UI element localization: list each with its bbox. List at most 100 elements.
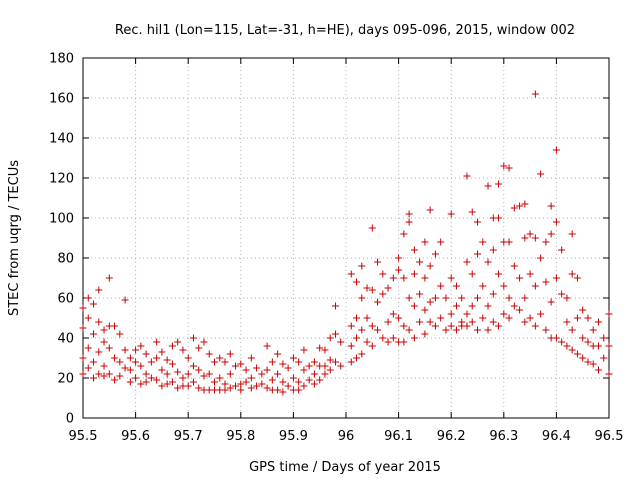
data-point [531,90,539,98]
data-point [84,344,92,352]
data-point [90,330,98,338]
data-point [542,278,550,286]
data-point [168,360,176,368]
data-point [242,366,250,374]
data-point [452,282,460,290]
data-point [495,180,503,188]
data-point [495,322,503,330]
data-point [605,370,613,378]
data-point [158,366,166,374]
data-point [474,326,481,334]
data-point [90,300,98,308]
data-point [237,380,245,388]
data-point [431,294,439,302]
data-point [489,318,497,326]
data-point [463,310,471,318]
data-point [353,278,361,286]
data-point [484,326,492,334]
data-point [405,326,413,334]
data-point [174,338,182,346]
data-point [479,282,487,290]
data-point [174,384,182,392]
data-point [79,304,87,312]
data-point [416,290,424,298]
data-point [105,274,113,282]
data-point [547,230,555,238]
data-point [389,334,397,342]
data-point [179,346,187,354]
data-point [216,354,224,362]
data-point [189,334,197,342]
data-point [395,254,403,262]
data-point [568,270,576,278]
data-point [295,358,303,366]
data-point [268,358,276,366]
data-point [505,238,513,246]
data-point [579,306,587,314]
data-point [111,376,119,384]
data-point [463,322,471,330]
data-point [263,342,271,350]
data-point [389,274,397,282]
data-point [300,366,308,374]
data-point [100,338,108,346]
data-point [374,258,382,266]
y-tick-label: 40 [57,332,74,347]
data-point [300,382,308,390]
data-point [289,374,297,382]
data-point [347,358,355,366]
data-point [589,326,597,334]
data-point [400,338,408,346]
data-point [363,314,371,322]
data-point [142,370,150,378]
data-point [116,372,124,380]
data-point [442,294,450,302]
data-point [184,370,192,378]
data-point [505,164,513,172]
x-tick-label: 95.6 [121,429,150,444]
data-point [321,370,329,378]
data-point [84,364,92,372]
data-point [321,362,329,370]
data-point [400,322,408,330]
data-point [384,338,392,346]
data-point [505,294,513,302]
data-point [468,302,476,310]
data-point [505,314,513,322]
x-tick-label: 96.2 [437,429,466,444]
data-point [568,326,576,334]
data-point [95,348,103,356]
x-tick-label: 95.7 [174,429,203,444]
data-point [579,334,587,342]
data-point [510,302,518,310]
data-point [331,330,339,338]
data-point [431,250,439,258]
data-point [163,380,171,388]
data-point [495,214,503,222]
chart-title: Rec. hil1 (Lon=115, Lat=-31, h=HE), days… [115,23,575,38]
data-point [200,372,208,380]
data-point [84,314,92,322]
data-point [132,346,140,354]
data-point [268,376,276,384]
data-point [316,376,324,384]
x-tick-label: 95.9 [279,429,308,444]
data-point [405,218,413,226]
data-point [395,314,403,322]
data-point [584,358,592,366]
data-point [263,366,271,374]
data-point [310,380,318,388]
data-point [474,250,481,258]
data-point [431,322,439,330]
data-point [563,318,571,326]
data-point [500,282,508,290]
data-point [479,238,487,246]
data-point [447,322,455,330]
data-point [510,262,518,270]
data-point [389,310,397,318]
gridlines [83,58,609,418]
data-point [552,218,560,226]
data-point [326,366,334,374]
